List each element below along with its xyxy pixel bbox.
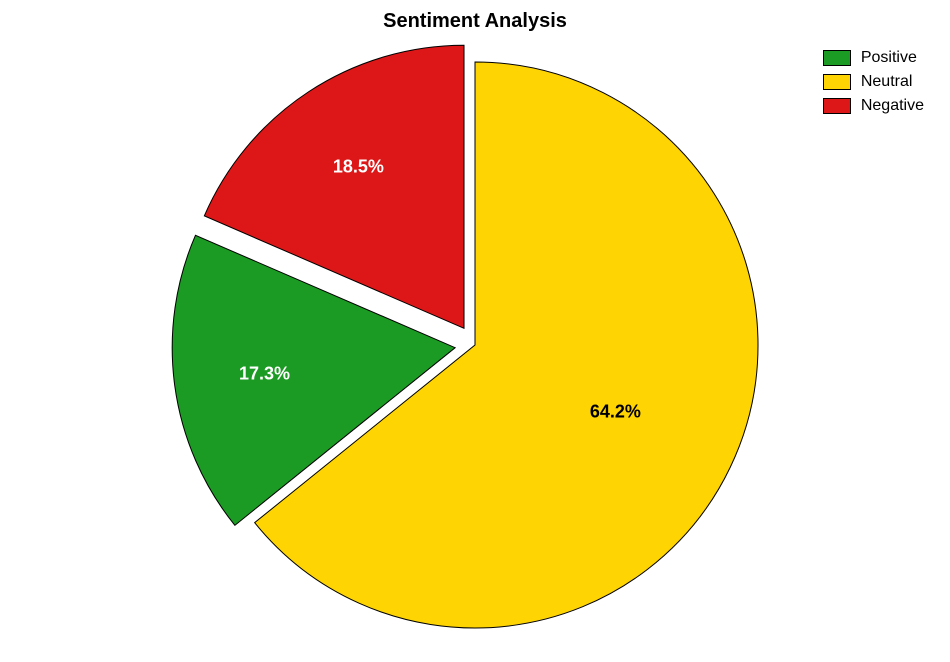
- legend-item-positive: Positive: [823, 48, 924, 68]
- sentiment-pie-chart: Sentiment Analysis Positive Neutral Nega…: [0, 0, 950, 662]
- legend-label-negative: Negative: [861, 97, 924, 115]
- legend-label-positive: Positive: [861, 49, 917, 67]
- pie-svg: [0, 0, 950, 662]
- slice-label-neutral: 64.2%: [590, 402, 641, 423]
- legend-swatch-negative: [823, 98, 851, 114]
- legend-label-neutral: Neutral: [861, 73, 913, 91]
- chart-legend: Positive Neutral Negative: [823, 48, 924, 120]
- legend-item-negative: Negative: [823, 96, 924, 116]
- legend-swatch-neutral: [823, 74, 851, 90]
- legend-item-neutral: Neutral: [823, 72, 924, 92]
- slice-label-negative: 18.5%: [333, 157, 384, 178]
- legend-swatch-positive: [823, 50, 851, 66]
- slice-label-positive: 17.3%: [239, 363, 290, 384]
